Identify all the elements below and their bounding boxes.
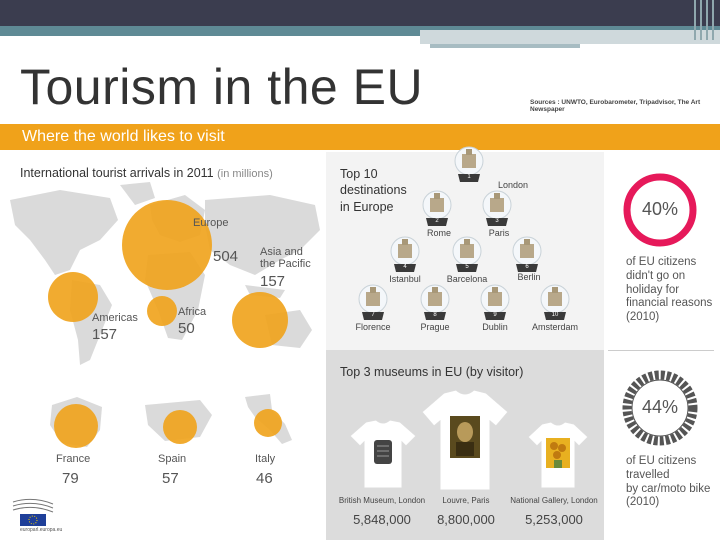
destinations-heading-line1: Top 10 (340, 167, 378, 181)
destination-rank: 10 (551, 312, 559, 318)
arrivals-unit: (in millions) (217, 168, 273, 180)
financial-line-4: financial reasons (626, 297, 713, 310)
snow-globe-icon (422, 190, 452, 226)
destination-name: Florence (355, 322, 391, 332)
destination-rank: 8 (433, 312, 437, 318)
destination-name: Rome (426, 228, 451, 238)
france-label: France (56, 453, 91, 465)
stats-divider (608, 350, 714, 351)
europe-circle (122, 200, 212, 290)
tire-ring (622, 370, 698, 446)
asia-label-line2: the Pacific (260, 258, 311, 271)
destination-name: Amsterdam (531, 322, 578, 332)
snow-globe-icon (540, 284, 570, 320)
footer-url: europarl.europa.eu (20, 527, 63, 533)
italy-circle (254, 409, 282, 437)
snow-globe-icon (358, 284, 388, 320)
destinations-heading-line3: in Europe (340, 199, 394, 214)
destination-name: Istanbul (389, 274, 421, 284)
top-bar (0, 0, 720, 26)
destinations-heading: Top 10 destinations in Europe (340, 166, 430, 215)
arrivals-heading: International tourist arrivals in 2011 (… (20, 166, 273, 180)
financial-line-3: holiday for (626, 283, 680, 296)
destination-name: Berlin (517, 272, 541, 282)
destination-rank: 9 (493, 312, 497, 318)
page-title: Tourism in the EU (20, 59, 424, 115)
car-travel-line-2: travelled (626, 468, 670, 481)
destination-name: Prague (420, 322, 450, 332)
destination-name: London (497, 180, 529, 190)
spain-label: Spain (158, 453, 187, 465)
museum-count-1: 5,848,000 (353, 512, 411, 527)
spain-circle (163, 410, 197, 444)
financial-line-5: (2010) (626, 311, 660, 324)
americas-value: 157 (92, 326, 118, 343)
destination-rank: 6 (525, 264, 529, 270)
top-bar-accent-thin (430, 44, 580, 48)
section-band-label: Where the world likes to visit (22, 128, 225, 145)
destination-rank: 7 (371, 312, 375, 318)
european-parliament-logo (12, 498, 54, 526)
museum-name-2: Louvre, Paris (442, 496, 490, 505)
europe-label: Europe (193, 217, 229, 229)
africa-label: Africa (178, 306, 207, 318)
financial-value: 40% (641, 199, 679, 219)
spain-value: 57 (162, 470, 179, 487)
museums-heading: Top 3 museums in EU (by visitor) (340, 365, 524, 379)
snow-globe-icon (482, 190, 512, 226)
americas-label: Americas (92, 312, 138, 324)
africa-value: 50 (178, 320, 195, 337)
financial-ring (623, 173, 697, 247)
museum-name-1: British Museum, London (338, 496, 426, 505)
financial-line-1: of EU citizens (626, 256, 697, 268)
car-travel-text: of EU citizens travelled by car/moto bik… (626, 455, 710, 510)
destination-rank: 3 (495, 218, 499, 224)
americas-circle (48, 272, 98, 322)
louvre-shirt (421, 389, 509, 491)
financial-line-2: didn't go on (626, 269, 686, 282)
car-travel-line-1: of EU citizens (626, 455, 697, 467)
snow-globe-icon (390, 236, 420, 272)
asia-label-line1: Asia and (260, 246, 303, 258)
asia-pacific-circle (232, 292, 288, 348)
british-museum-shirt (349, 419, 417, 489)
section-band: Where the world likes to visit (0, 124, 720, 150)
destination-rank: 1 (467, 174, 471, 180)
africa-circle (147, 296, 177, 326)
snow-globe-icon (512, 236, 542, 272)
sources-note: Sources : UNWTO, Eurobarometer, Tripadvi… (530, 99, 701, 113)
top-bar-accent (0, 26, 720, 36)
museum-count-3: 5,253,000 (525, 512, 583, 527)
europe-value: 504 (213, 248, 239, 265)
top-bar-accent-light (420, 30, 720, 44)
snow-globe-icon (454, 146, 484, 182)
italy-label: Italy (255, 453, 276, 465)
destination-name: Dublin (482, 322, 508, 332)
national-gallery-shirt (527, 421, 589, 489)
financial-text: of EU citizens didn't go on holiday for … (626, 256, 712, 325)
destination-rank: 5 (465, 264, 469, 270)
snow-globe-icon (452, 236, 482, 272)
corner-decoration (694, 0, 714, 40)
france-circle (54, 404, 98, 448)
museum-count-2: 8,800,000 (437, 512, 495, 527)
snow-globe-icon (480, 284, 510, 320)
car-travel-value: 44% (641, 397, 679, 417)
asia-label: Asia and the Pacific (260, 246, 311, 270)
arrivals-heading-text: International tourist arrivals in 2011 (20, 166, 214, 180)
france-value: 79 (62, 470, 79, 487)
stats-panel (604, 152, 720, 540)
destination-name: Paris (488, 228, 510, 238)
car-travel-line-3: by car/moto bike (626, 482, 711, 495)
italy-value: 46 (256, 470, 273, 487)
car-travel-line-4: (2010) (626, 496, 660, 509)
destinations-heading-line2: destinations (340, 183, 407, 198)
snow-globe-icon (420, 284, 450, 320)
asia-value: 157 (260, 273, 286, 290)
destination-rank: 4 (403, 264, 407, 270)
destination-rank: 2 (435, 218, 439, 224)
museum-name-3: National Gallery, London (510, 496, 598, 505)
destination-name: Barcelona (446, 274, 488, 284)
